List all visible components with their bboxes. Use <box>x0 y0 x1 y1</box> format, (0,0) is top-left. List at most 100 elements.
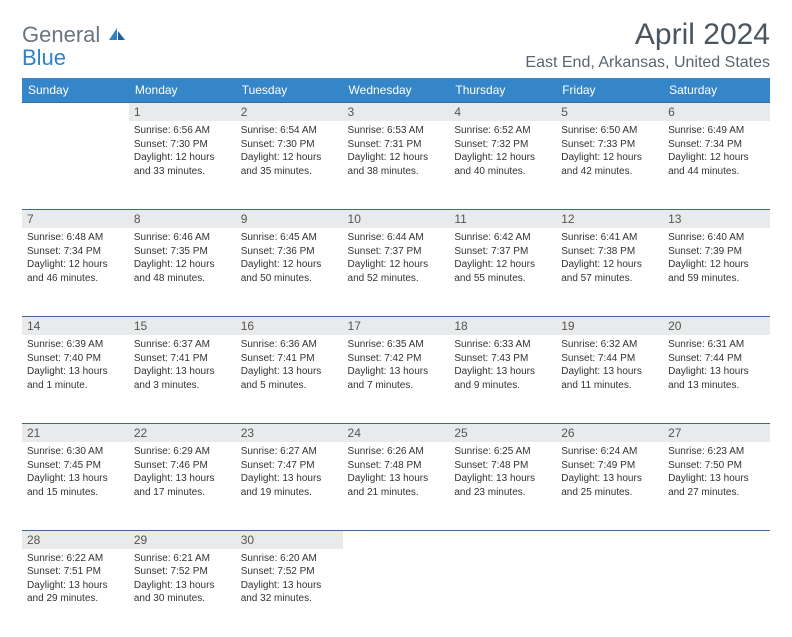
day-number: 26 <box>556 423 663 442</box>
logo-text-blue: Blue <box>22 45 66 70</box>
day1-text: Daylight: 12 hours <box>668 151 765 165</box>
weekday-header: Friday <box>556 78 663 103</box>
day2-text: and 29 minutes. <box>27 592 124 606</box>
daynum-row: 282930 <box>22 530 770 549</box>
day2-text: and 42 minutes. <box>561 165 658 179</box>
day-cell: Sunrise: 6:27 AMSunset: 7:47 PMDaylight:… <box>236 442 343 530</box>
sunset-text: Sunset: 7:30 PM <box>241 138 338 152</box>
day-cell: Sunrise: 6:40 AMSunset: 7:39 PMDaylight:… <box>663 228 770 316</box>
week-row: Sunrise: 6:39 AMSunset: 7:40 PMDaylight:… <box>22 335 770 423</box>
sunrise-text: Sunrise: 6:41 AM <box>561 231 658 245</box>
day-number: 13 <box>663 209 770 228</box>
daynum-row: 123456 <box>22 103 770 122</box>
day-number: 15 <box>129 316 236 335</box>
day2-text: and 17 minutes. <box>134 486 231 500</box>
sunrise-text: Sunrise: 6:23 AM <box>668 445 765 459</box>
sunrise-text: Sunrise: 6:26 AM <box>348 445 445 459</box>
day2-text: and 25 minutes. <box>561 486 658 500</box>
sunset-text: Sunset: 7:43 PM <box>454 352 551 366</box>
day2-text: and 9 minutes. <box>454 379 551 393</box>
week-row: Sunrise: 6:22 AMSunset: 7:51 PMDaylight:… <box>22 549 770 637</box>
sunrise-text: Sunrise: 6:32 AM <box>561 338 658 352</box>
day1-text: Daylight: 13 hours <box>348 365 445 379</box>
day1-text: Daylight: 13 hours <box>134 365 231 379</box>
sunrise-text: Sunrise: 6:42 AM <box>454 231 551 245</box>
day1-text: Daylight: 13 hours <box>134 579 231 593</box>
sunrise-text: Sunrise: 6:40 AM <box>668 231 765 245</box>
day-number: 25 <box>449 423 556 442</box>
day2-text: and 32 minutes. <box>241 592 338 606</box>
day-cell <box>449 549 556 637</box>
day-number <box>22 103 129 122</box>
sunrise-text: Sunrise: 6:24 AM <box>561 445 658 459</box>
day2-text: and 48 minutes. <box>134 272 231 286</box>
day2-text: and 52 minutes. <box>348 272 445 286</box>
title-block: April 2024 East End, Arkansas, United St… <box>525 18 770 72</box>
day1-text: Daylight: 12 hours <box>561 151 658 165</box>
sunrise-text: Sunrise: 6:54 AM <box>241 124 338 138</box>
day-number: 7 <box>22 209 129 228</box>
sunset-text: Sunset: 7:46 PM <box>134 459 231 473</box>
day-number: 27 <box>663 423 770 442</box>
sunset-text: Sunset: 7:48 PM <box>454 459 551 473</box>
day-number: 28 <box>22 530 129 549</box>
day-number: 19 <box>556 316 663 335</box>
day-cell <box>343 549 450 637</box>
logo-sail-icon <box>107 26 127 42</box>
day-cell <box>556 549 663 637</box>
sunset-text: Sunset: 7:52 PM <box>134 565 231 579</box>
day-number: 20 <box>663 316 770 335</box>
sunrise-text: Sunrise: 6:39 AM <box>27 338 124 352</box>
day-cell: Sunrise: 6:33 AMSunset: 7:43 PMDaylight:… <box>449 335 556 423</box>
day2-text: and 38 minutes. <box>348 165 445 179</box>
day-number: 30 <box>236 530 343 549</box>
daynum-row: 78910111213 <box>22 209 770 228</box>
header: General Blue April 2024 East End, Arkans… <box>22 18 770 72</box>
day1-text: Daylight: 12 hours <box>348 258 445 272</box>
sunrise-text: Sunrise: 6:31 AM <box>668 338 765 352</box>
day-cell: Sunrise: 6:52 AMSunset: 7:32 PMDaylight:… <box>449 121 556 209</box>
day-cell: Sunrise: 6:30 AMSunset: 7:45 PMDaylight:… <box>22 442 129 530</box>
day2-text: and 30 minutes. <box>134 592 231 606</box>
sunrise-text: Sunrise: 6:44 AM <box>348 231 445 245</box>
day-number: 23 <box>236 423 343 442</box>
day1-text: Daylight: 13 hours <box>134 472 231 486</box>
logo-text-general: General <box>22 22 100 47</box>
sunset-text: Sunset: 7:44 PM <box>668 352 765 366</box>
day2-text: and 59 minutes. <box>668 272 765 286</box>
day2-text: and 57 minutes. <box>561 272 658 286</box>
day-cell: Sunrise: 6:32 AMSunset: 7:44 PMDaylight:… <box>556 335 663 423</box>
day2-text: and 44 minutes. <box>668 165 765 179</box>
sunrise-text: Sunrise: 6:52 AM <box>454 124 551 138</box>
sunset-text: Sunset: 7:48 PM <box>348 459 445 473</box>
weekday-header: Saturday <box>663 78 770 103</box>
day2-text: and 21 minutes. <box>348 486 445 500</box>
day-cell: Sunrise: 6:24 AMSunset: 7:49 PMDaylight:… <box>556 442 663 530</box>
sunset-text: Sunset: 7:41 PM <box>134 352 231 366</box>
day-cell: Sunrise: 6:20 AMSunset: 7:52 PMDaylight:… <box>236 549 343 637</box>
day-cell: Sunrise: 6:25 AMSunset: 7:48 PMDaylight:… <box>449 442 556 530</box>
day1-text: Daylight: 13 hours <box>27 472 124 486</box>
day-number <box>663 530 770 549</box>
daynum-row: 14151617181920 <box>22 316 770 335</box>
day1-text: Daylight: 13 hours <box>348 472 445 486</box>
day-number: 17 <box>343 316 450 335</box>
sunset-text: Sunset: 7:34 PM <box>668 138 765 152</box>
day1-text: Daylight: 13 hours <box>241 472 338 486</box>
day-cell: Sunrise: 6:22 AMSunset: 7:51 PMDaylight:… <box>22 549 129 637</box>
weekday-header: Wednesday <box>343 78 450 103</box>
sunrise-text: Sunrise: 6:50 AM <box>561 124 658 138</box>
day-cell: Sunrise: 6:44 AMSunset: 7:37 PMDaylight:… <box>343 228 450 316</box>
sunrise-text: Sunrise: 6:36 AM <box>241 338 338 352</box>
sunrise-text: Sunrise: 6:35 AM <box>348 338 445 352</box>
day1-text: Daylight: 12 hours <box>668 258 765 272</box>
day2-text: and 23 minutes. <box>454 486 551 500</box>
day-number <box>343 530 450 549</box>
sunset-text: Sunset: 7:38 PM <box>561 245 658 259</box>
day2-text: and 50 minutes. <box>241 272 338 286</box>
sunrise-text: Sunrise: 6:46 AM <box>134 231 231 245</box>
day-number <box>449 530 556 549</box>
day-cell: Sunrise: 6:26 AMSunset: 7:48 PMDaylight:… <box>343 442 450 530</box>
day-cell: Sunrise: 6:49 AMSunset: 7:34 PMDaylight:… <box>663 121 770 209</box>
sunrise-text: Sunrise: 6:20 AM <box>241 552 338 566</box>
